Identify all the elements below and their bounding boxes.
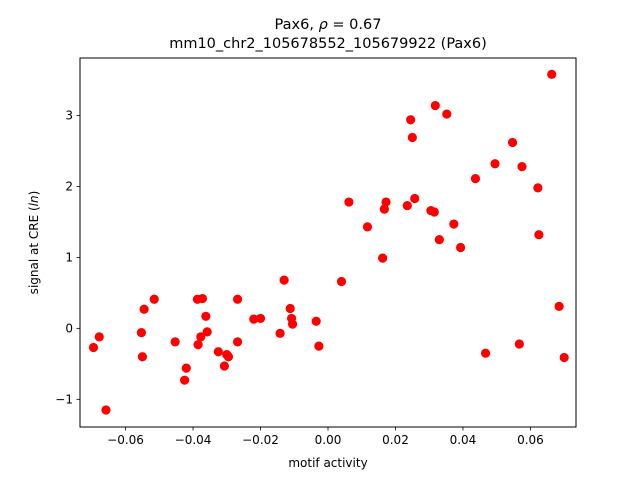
data-point — [534, 230, 544, 240]
data-point — [223, 352, 234, 362]
data-point — [136, 328, 147, 338]
y-tick-label: 3 — [65, 109, 73, 123]
data-point — [202, 327, 212, 337]
data-point — [255, 313, 266, 324]
data-point — [533, 183, 543, 193]
data-point — [193, 340, 203, 350]
data-point — [449, 219, 459, 229]
data-point — [381, 197, 391, 207]
data-point — [434, 235, 444, 245]
data-point — [279, 275, 289, 285]
data-point — [213, 347, 223, 357]
data-point — [507, 137, 518, 148]
data-point — [336, 276, 347, 287]
data-point — [490, 159, 500, 169]
data-point — [275, 328, 285, 338]
data-points — [88, 69, 569, 415]
data-point — [179, 375, 190, 385]
data-point — [430, 100, 440, 111]
data-point — [232, 294, 243, 304]
plot-frame — [79, 57, 577, 428]
x-tick-label: −0.04 — [175, 433, 212, 447]
chart-title-prefix: Pax6, — [275, 17, 319, 33]
data-point — [456, 242, 466, 253]
data-point — [406, 115, 416, 125]
chart-title-suffix: = 0.67 — [328, 17, 382, 33]
x-tick-label: 0.04 — [450, 433, 477, 447]
data-point — [379, 204, 389, 214]
y-tick-label: 0 — [65, 322, 73, 336]
data-point — [285, 303, 295, 314]
data-point — [196, 332, 206, 342]
data-point — [559, 352, 569, 363]
y-tick-label: 1 — [65, 251, 73, 265]
data-point — [197, 293, 208, 304]
data-point — [88, 342, 99, 353]
data-point — [101, 405, 111, 415]
x-axis-ticks: −0.06 −0.04 −0.02 0.00 0.02 0.04 0.06 — [107, 427, 544, 447]
x-tick-label: 0.00 — [315, 433, 342, 447]
data-point — [470, 174, 481, 184]
data-point — [429, 207, 439, 217]
chart-title-line2: mm10_chr2_105678552_105679922 (Pax6) — [169, 36, 487, 52]
data-point — [442, 109, 452, 119]
x-tick-label: −0.06 — [107, 433, 144, 447]
data-point — [287, 319, 298, 329]
data-point — [232, 337, 243, 347]
chart-title-rho: ρ — [319, 17, 329, 33]
data-point — [170, 337, 180, 347]
data-point — [402, 201, 412, 211]
x-tick-label: −0.02 — [242, 433, 279, 447]
y-tick-label: −1 — [55, 393, 73, 407]
data-point — [547, 69, 557, 79]
data-point — [480, 348, 491, 358]
y-axis-label-suffix: ) — [27, 191, 41, 196]
data-point — [344, 197, 354, 207]
chart-title-line1: Pax6, ρ = 0.67 — [275, 17, 382, 33]
data-point — [181, 363, 191, 373]
data-point — [94, 332, 104, 342]
x-tick-label: 0.06 — [517, 433, 544, 447]
data-point — [407, 132, 417, 143]
x-tick-label: 0.02 — [382, 433, 409, 447]
data-point — [137, 352, 148, 362]
y-axis-label: signal at CRE (ln) — [27, 191, 41, 295]
data-point — [410, 193, 420, 204]
data-point — [554, 301, 564, 311]
x-axis-label: motif activity — [288, 456, 367, 470]
data-point — [362, 222, 373, 232]
data-point — [149, 294, 159, 304]
data-point — [139, 304, 149, 314]
data-point — [514, 339, 524, 349]
data-point — [249, 314, 259, 324]
y-axis-label-italic: ln — [27, 195, 41, 206]
data-point — [314, 341, 324, 351]
data-point — [219, 361, 230, 371]
data-point — [201, 311, 211, 321]
y-axis-label-prefix: signal at CRE ( — [27, 206, 41, 294]
data-point — [311, 316, 321, 326]
y-tick-label: 2 — [65, 180, 73, 194]
y-axis-ticks: −1 0 1 2 3 — [55, 109, 80, 407]
data-point — [378, 253, 388, 263]
data-point — [517, 161, 527, 172]
